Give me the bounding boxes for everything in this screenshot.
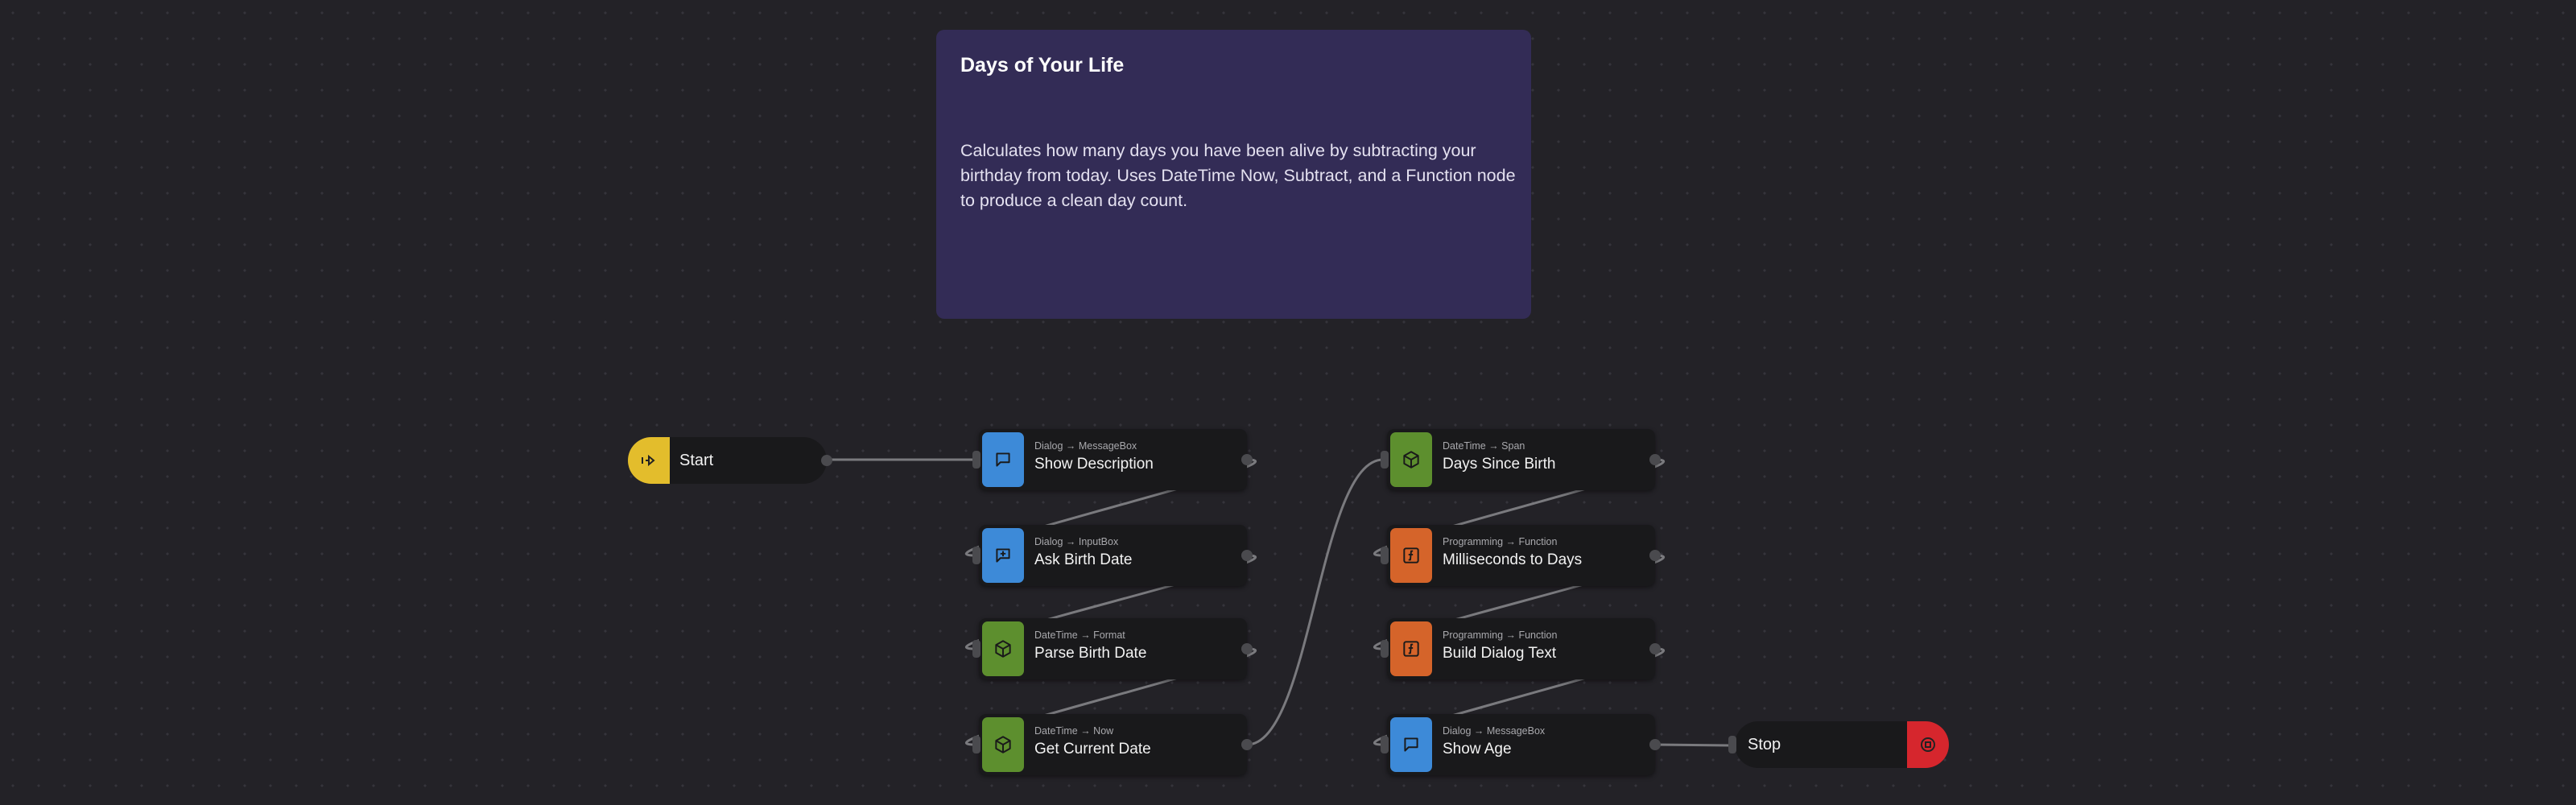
note[interactable]: Days of Your Life Calculates how many da… [936,30,1531,319]
node-category: DateTime → Now [1034,725,1114,737]
node[interactable]: DateTime → Format Parse Birth Date [972,618,1253,679]
node-category: Dialog → InputBox [1034,536,1119,547]
input-port[interactable] [1381,451,1389,469]
output-port[interactable] [1241,550,1253,561]
wire [1373,647,1665,746]
node[interactable]: Programming → Function Milliseconds to D… [1381,525,1661,586]
node-label: Days Since Birth [1443,456,1556,473]
wire [1246,458,1384,746]
wire [965,554,1257,650]
node-label: Show Age [1443,741,1512,758]
node-label: Show Description [1034,456,1154,473]
node[interactable]: Dialog → MessageBox Show Description [972,429,1253,490]
input-port[interactable] [1728,736,1736,753]
wire [965,647,1257,746]
output-port[interactable] [1649,550,1661,561]
node-category: Programming → Function [1443,536,1558,547]
node-label: Build Dialog Text [1443,645,1557,662]
output-port[interactable] [821,455,832,466]
wire [1373,554,1665,650]
input-port[interactable] [972,640,980,658]
node[interactable]: DateTime → Span Days Since Birth [1381,429,1661,490]
node-category: Dialog → MessageBox [1443,725,1546,737]
node-icon [1390,621,1432,676]
input-port[interactable] [1381,547,1389,564]
stop-icon [1907,721,1949,768]
node-category: DateTime → Format [1034,630,1125,641]
node-icon [1390,717,1432,772]
node-label: Milliseconds to Days [1443,551,1583,568]
note-title: Days of Your Life [960,54,1125,76]
node-icon [1390,528,1432,583]
input-port[interactable] [972,547,980,564]
node-label: Ask Birth Date [1034,551,1133,568]
stop-node[interactable]: Stop [1728,721,1949,768]
start-icon [628,437,670,484]
start-label: Start [679,452,714,469]
node-icon [1390,432,1432,487]
node-icon [982,717,1024,772]
wire [1373,458,1665,557]
wire [965,458,1257,557]
input-port[interactable] [972,451,980,469]
node-icon [982,528,1024,583]
input-port[interactable] [972,736,980,753]
node-category: DateTime → Span [1443,440,1525,452]
node[interactable]: Dialog → MessageBox Show Age [1381,714,1661,775]
stop-label: Stop [1748,736,1781,753]
node-label: Get Current Date [1034,741,1151,758]
input-port[interactable] [1381,640,1389,658]
output-port[interactable] [1649,643,1661,654]
start-node[interactable]: Start [628,437,832,484]
output-port[interactable] [1241,739,1253,750]
node-icon [982,621,1024,676]
node[interactable]: Dialog → InputBox Ask Birth Date [972,525,1253,586]
output-port[interactable] [1241,643,1253,654]
node-category: Dialog → MessageBox [1034,440,1137,452]
node[interactable]: Programming → Function Build Dialog Text [1381,618,1661,679]
node[interactable]: DateTime → Now Get Current Date [972,714,1253,775]
output-port[interactable] [1241,454,1253,465]
note-text: Calculates how many days you have been a… [960,141,1516,210]
node-category: Programming → Function [1443,630,1558,641]
node-icon [982,432,1024,487]
output-port[interactable] [1649,739,1661,750]
input-port[interactable] [1381,736,1389,753]
node-label: Parse Birth Date [1034,645,1147,662]
output-port[interactable] [1649,454,1661,465]
